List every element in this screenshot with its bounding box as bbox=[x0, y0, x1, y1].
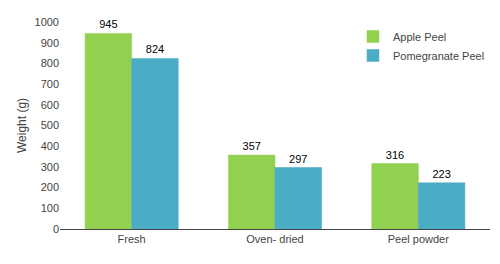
svg-text:Peel powder: Peel powder bbox=[388, 233, 449, 245]
svg-text:Apple Peel: Apple Peel bbox=[393, 31, 446, 43]
svg-text:300: 300 bbox=[41, 161, 59, 173]
svg-text:600: 600 bbox=[41, 99, 59, 111]
svg-text:0: 0 bbox=[53, 223, 59, 235]
svg-text:200: 200 bbox=[41, 181, 59, 193]
svg-text:Oven- dried: Oven- dried bbox=[246, 233, 303, 245]
svg-text:824: 824 bbox=[146, 43, 164, 55]
svg-text:945: 945 bbox=[99, 18, 117, 30]
svg-text:Fresh: Fresh bbox=[118, 233, 146, 245]
svg-text:297: 297 bbox=[289, 153, 307, 165]
svg-text:800: 800 bbox=[41, 57, 59, 69]
svg-text:900: 900 bbox=[41, 37, 59, 49]
svg-text:500: 500 bbox=[41, 119, 59, 131]
svg-text:Weight (g): Weight (g) bbox=[15, 98, 29, 153]
svg-text:1000: 1000 bbox=[35, 16, 59, 28]
svg-text:400: 400 bbox=[41, 140, 59, 152]
svg-text:223: 223 bbox=[432, 168, 450, 180]
svg-text:316: 316 bbox=[386, 149, 404, 161]
svg-text:Pomegranate Peel: Pomegranate Peel bbox=[393, 50, 484, 62]
svg-text:700: 700 bbox=[41, 78, 59, 90]
svg-text:357: 357 bbox=[243, 140, 261, 152]
svg-text:100: 100 bbox=[41, 202, 59, 214]
